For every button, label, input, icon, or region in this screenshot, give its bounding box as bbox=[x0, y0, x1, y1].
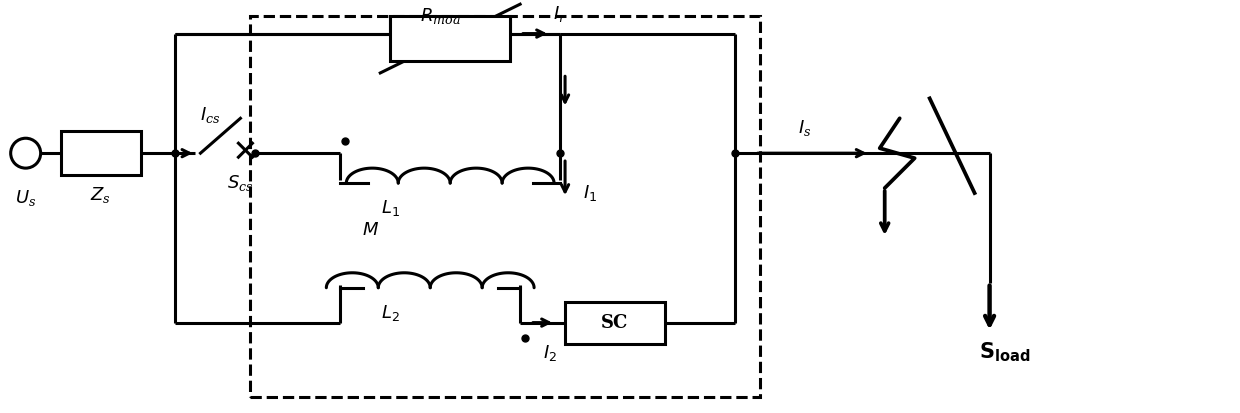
Text: SC: SC bbox=[601, 313, 629, 332]
Text: $U_{\mathregular{s}}$: $U_{\mathregular{s}}$ bbox=[15, 188, 36, 208]
Text: $M$: $M$ bbox=[362, 221, 378, 240]
Text: $S_{\mathregular{cs}}$: $S_{\mathregular{cs}}$ bbox=[227, 173, 254, 193]
Text: $L_{2}$: $L_{2}$ bbox=[381, 303, 399, 323]
Bar bbox=[565, 301, 665, 344]
Text: $I_{\mathregular{cs}}$: $I_{\mathregular{cs}}$ bbox=[200, 105, 221, 125]
Text: $Z_{\mathregular{s}}$: $Z_{\mathregular{s}}$ bbox=[91, 185, 110, 205]
Bar bbox=[61, 131, 140, 175]
Text: $I_{\mathregular{s}}$: $I_{\mathregular{s}}$ bbox=[799, 118, 811, 138]
Text: $I_{\mathregular{r}}$: $I_{\mathregular{r}}$ bbox=[553, 4, 567, 24]
Text: $I_{1}$: $I_{1}$ bbox=[583, 183, 598, 203]
Text: $R_{\mathregular{moa}}$: $R_{\mathregular{moa}}$ bbox=[420, 6, 460, 26]
Text: $\mathbf{S}_{\mathbf{load}}$: $\mathbf{S}_{\mathbf{load}}$ bbox=[978, 341, 1030, 364]
Text: $I_{2}$: $I_{2}$ bbox=[543, 342, 557, 363]
Bar bbox=[391, 16, 510, 61]
Bar bbox=[250, 16, 760, 397]
Text: $L_{1}$: $L_{1}$ bbox=[381, 198, 399, 218]
